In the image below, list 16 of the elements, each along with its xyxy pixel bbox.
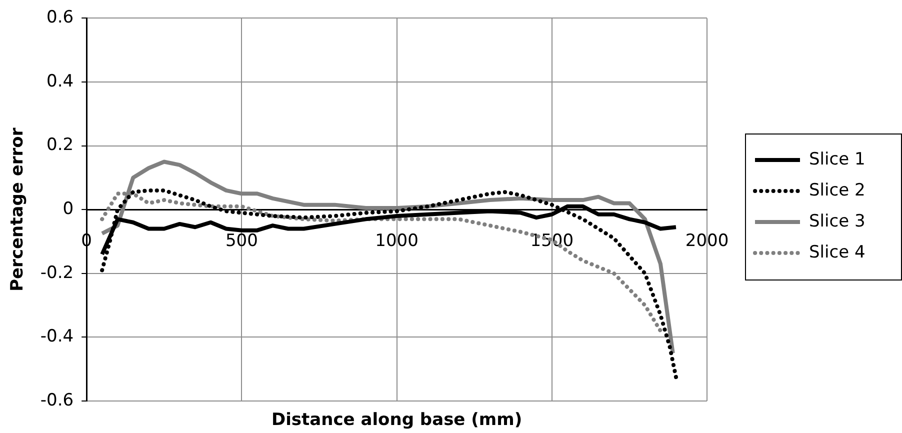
y-tick-label: -0.2 (40, 262, 74, 283)
legend-label: Slice 2 (809, 180, 866, 200)
y-tick-label: -0.6 (40, 390, 74, 410)
legend-label: Slice 1 (809, 149, 866, 170)
x-tick-label: 2000 (685, 231, 729, 252)
x-axis-title: Distance along base (mm) (271, 410, 522, 430)
y-axis-title: Percentage error (8, 127, 28, 292)
legend-label: Slice 3 (809, 211, 866, 232)
x-tick-label: 1000 (375, 231, 418, 252)
legend-label: Slice 4 (809, 242, 866, 262)
y-tick-label: 0.4 (46, 71, 74, 92)
y-tick-label: -0.4 (40, 326, 74, 347)
y-tick-label: 0.2 (46, 135, 74, 156)
x-tick-label: 500 (225, 231, 258, 252)
y-tick-label: 0.6 (46, 8, 74, 28)
y-tick-label: 0 (62, 199, 74, 220)
